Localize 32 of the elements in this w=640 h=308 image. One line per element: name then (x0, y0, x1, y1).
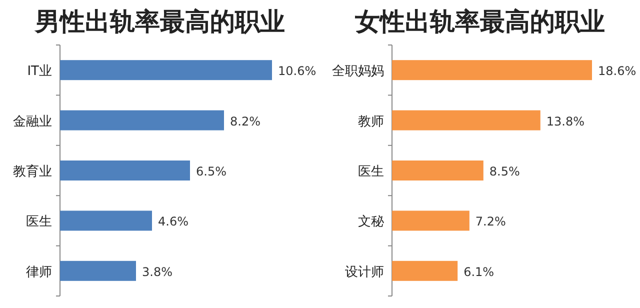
data-label: 10.6% (278, 64, 316, 78)
data-label: 6.5% (196, 164, 226, 178)
y-tick-label: 教育业 (13, 164, 52, 180)
y-tick-label: 律师 (26, 264, 52, 280)
y-tick-label: 设计师 (345, 264, 384, 280)
y-tick-label: 医生 (26, 214, 52, 230)
data-label: 6.1% (464, 264, 494, 279)
y-tick-label: 全职妈妈 (332, 64, 384, 80)
bar (60, 60, 272, 80)
data-label: 8.2% (230, 114, 260, 128)
data-label: 18.6% (598, 64, 636, 78)
chart-title: 男性出轨率最高的职业 (34, 7, 285, 36)
bar (392, 110, 540, 130)
data-label: 4.6% (158, 214, 188, 229)
data-label: 13.8% (546, 114, 585, 128)
bar (60, 110, 224, 130)
y-tick-label: 金融业 (13, 114, 52, 130)
bar (60, 160, 190, 180)
bar (392, 60, 592, 80)
data-label: 8.5% (489, 164, 520, 178)
bar (60, 260, 136, 281)
y-tick-label: 教师 (358, 114, 384, 130)
bar (392, 160, 484, 180)
data-label: 7.2% (475, 214, 506, 229)
y-tick-label: 文秘 (358, 214, 384, 230)
bar (392, 260, 458, 281)
bar (60, 210, 152, 231)
data-label: 3.8% (142, 264, 172, 279)
chart-title: 女性出轨率最高的职业 (354, 7, 605, 36)
y-tick-label: IT业 (27, 64, 52, 80)
bar (392, 210, 470, 231)
y-tick-label: 医生 (358, 164, 384, 180)
